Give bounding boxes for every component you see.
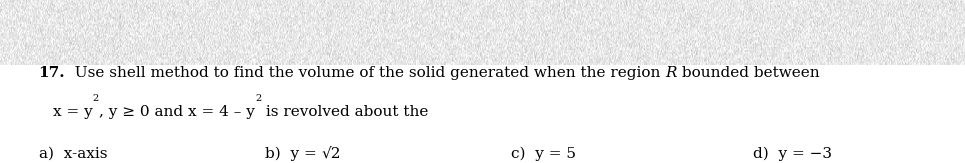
Text: bounded between: bounded between xyxy=(677,66,819,80)
Text: √2: √2 xyxy=(322,147,342,161)
Text: b)  y =: b) y = xyxy=(265,147,322,161)
Text: c)  y = 5: c) y = 5 xyxy=(511,147,576,161)
Text: 2: 2 xyxy=(93,94,99,103)
Text: d)  y = −3: d) y = −3 xyxy=(753,147,832,161)
Text: R: R xyxy=(666,66,677,80)
Text: x = y: x = y xyxy=(53,105,93,119)
Text: , y ≥ 0 and x = 4 – y: , y ≥ 0 and x = 4 – y xyxy=(99,105,255,119)
Text: a)  x-axis: a) x-axis xyxy=(39,147,107,161)
Text: 2: 2 xyxy=(255,94,262,103)
Text: 17.: 17. xyxy=(39,66,66,80)
Text: is revolved about the: is revolved about the xyxy=(262,105,428,119)
Text: Use shell method to find the volume of the solid generated when the region: Use shell method to find the volume of t… xyxy=(66,66,666,80)
